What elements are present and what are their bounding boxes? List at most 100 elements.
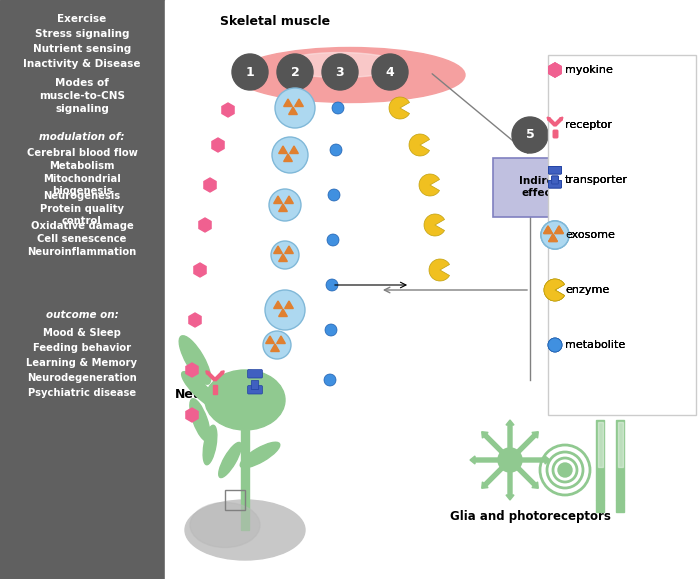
- Circle shape: [324, 374, 336, 386]
- Text: myokine: myokine: [565, 65, 613, 75]
- Text: Nutrient sensing: Nutrient sensing: [33, 44, 131, 54]
- Circle shape: [541, 221, 569, 249]
- Circle shape: [269, 189, 301, 221]
- FancyBboxPatch shape: [552, 176, 559, 184]
- Wedge shape: [389, 97, 410, 119]
- FancyArrow shape: [214, 371, 224, 381]
- Ellipse shape: [240, 442, 280, 468]
- Text: Exercise: Exercise: [57, 14, 106, 24]
- Circle shape: [322, 54, 358, 90]
- Wedge shape: [544, 279, 564, 301]
- FancyArrow shape: [510, 456, 550, 464]
- Circle shape: [265, 290, 305, 330]
- Circle shape: [548, 338, 562, 352]
- Text: Mood & Sleep: Mood & Sleep: [43, 328, 121, 338]
- FancyBboxPatch shape: [552, 176, 559, 184]
- Text: metabolite: metabolite: [565, 340, 625, 350]
- FancyBboxPatch shape: [548, 181, 561, 188]
- Circle shape: [277, 54, 313, 90]
- Text: Mitochondrial
biogenesis: Mitochondrial biogenesis: [43, 174, 121, 196]
- Circle shape: [512, 117, 548, 153]
- FancyArrow shape: [482, 459, 512, 488]
- Text: Neurons: Neurons: [175, 389, 234, 401]
- Circle shape: [326, 279, 338, 291]
- Text: myokine: myokine: [565, 65, 613, 75]
- Text: Oxidative damage: Oxidative damage: [31, 221, 134, 231]
- Text: exosome: exosome: [565, 230, 615, 240]
- Text: receptor: receptor: [565, 120, 612, 130]
- Circle shape: [498, 448, 522, 472]
- Text: enzyme: enzyme: [565, 285, 609, 295]
- Text: outcome on:: outcome on:: [46, 310, 118, 320]
- Ellipse shape: [203, 426, 217, 465]
- FancyArrow shape: [509, 432, 538, 461]
- Text: modulation of:: modulation of:: [39, 132, 125, 142]
- Wedge shape: [429, 259, 449, 281]
- FancyArrow shape: [213, 386, 217, 394]
- Text: muscle-to-CNS: muscle-to-CNS: [39, 91, 125, 101]
- Text: myokine: myokine: [565, 65, 613, 75]
- Bar: [616, 500, 624, 512]
- Bar: [0, 0, 165, 579]
- FancyArrow shape: [241, 430, 249, 530]
- Circle shape: [327, 234, 339, 246]
- FancyArrow shape: [553, 130, 557, 137]
- Text: transporter: transporter: [565, 175, 628, 185]
- Text: exosome: exosome: [565, 230, 615, 240]
- Text: Protein quality
control: Protein quality control: [40, 204, 124, 226]
- Bar: [616, 420, 624, 500]
- Circle shape: [272, 137, 308, 173]
- FancyBboxPatch shape: [548, 166, 561, 174]
- Text: 2: 2: [290, 65, 300, 79]
- Circle shape: [232, 54, 268, 90]
- Circle shape: [372, 54, 408, 90]
- Text: metabolite: metabolite: [565, 340, 625, 350]
- Ellipse shape: [185, 500, 305, 560]
- Ellipse shape: [190, 399, 210, 441]
- Text: Cerebral blood flow: Cerebral blood flow: [27, 148, 137, 158]
- Text: Indirect
effects: Indirect effects: [519, 176, 565, 198]
- Bar: [225, 490, 245, 510]
- FancyBboxPatch shape: [248, 369, 262, 378]
- FancyArrow shape: [470, 456, 510, 464]
- FancyBboxPatch shape: [548, 181, 561, 188]
- Circle shape: [271, 241, 299, 269]
- Text: 3: 3: [336, 65, 344, 79]
- FancyBboxPatch shape: [248, 386, 262, 394]
- FancyArrow shape: [506, 420, 514, 460]
- Text: Learning & Memory: Learning & Memory: [27, 358, 137, 368]
- Wedge shape: [424, 214, 444, 236]
- FancyArrow shape: [547, 118, 556, 126]
- Bar: [596, 420, 604, 500]
- Text: Stress signaling: Stress signaling: [35, 29, 130, 39]
- FancyArrow shape: [554, 118, 563, 126]
- Bar: [617, 422, 622, 467]
- Text: transporter: transporter: [565, 175, 628, 185]
- Text: enzyme: enzyme: [565, 285, 609, 295]
- Wedge shape: [409, 134, 430, 156]
- Text: exosome: exosome: [565, 230, 615, 240]
- Text: 5: 5: [526, 129, 534, 141]
- Ellipse shape: [280, 53, 400, 78]
- FancyBboxPatch shape: [552, 176, 559, 184]
- Text: Feeding behavior: Feeding behavior: [33, 343, 131, 353]
- FancyArrow shape: [482, 432, 512, 461]
- Text: transporter: transporter: [565, 175, 628, 185]
- Wedge shape: [544, 279, 564, 301]
- Text: Neuroinflammation: Neuroinflammation: [27, 247, 136, 257]
- Text: 4: 4: [386, 65, 394, 79]
- Bar: [598, 422, 603, 467]
- Circle shape: [328, 189, 340, 201]
- Ellipse shape: [190, 503, 260, 548]
- Text: metabolite: metabolite: [565, 340, 625, 350]
- Text: receptor: receptor: [565, 120, 612, 130]
- FancyArrow shape: [553, 130, 557, 137]
- Text: Modes of: Modes of: [55, 78, 109, 88]
- Text: Neurodegeneration: Neurodegeneration: [27, 373, 137, 383]
- Wedge shape: [419, 174, 440, 196]
- FancyBboxPatch shape: [493, 158, 592, 217]
- Text: Inactivity & Disease: Inactivity & Disease: [23, 59, 141, 69]
- FancyArrow shape: [553, 130, 557, 137]
- Circle shape: [330, 144, 342, 156]
- FancyArrow shape: [554, 118, 563, 126]
